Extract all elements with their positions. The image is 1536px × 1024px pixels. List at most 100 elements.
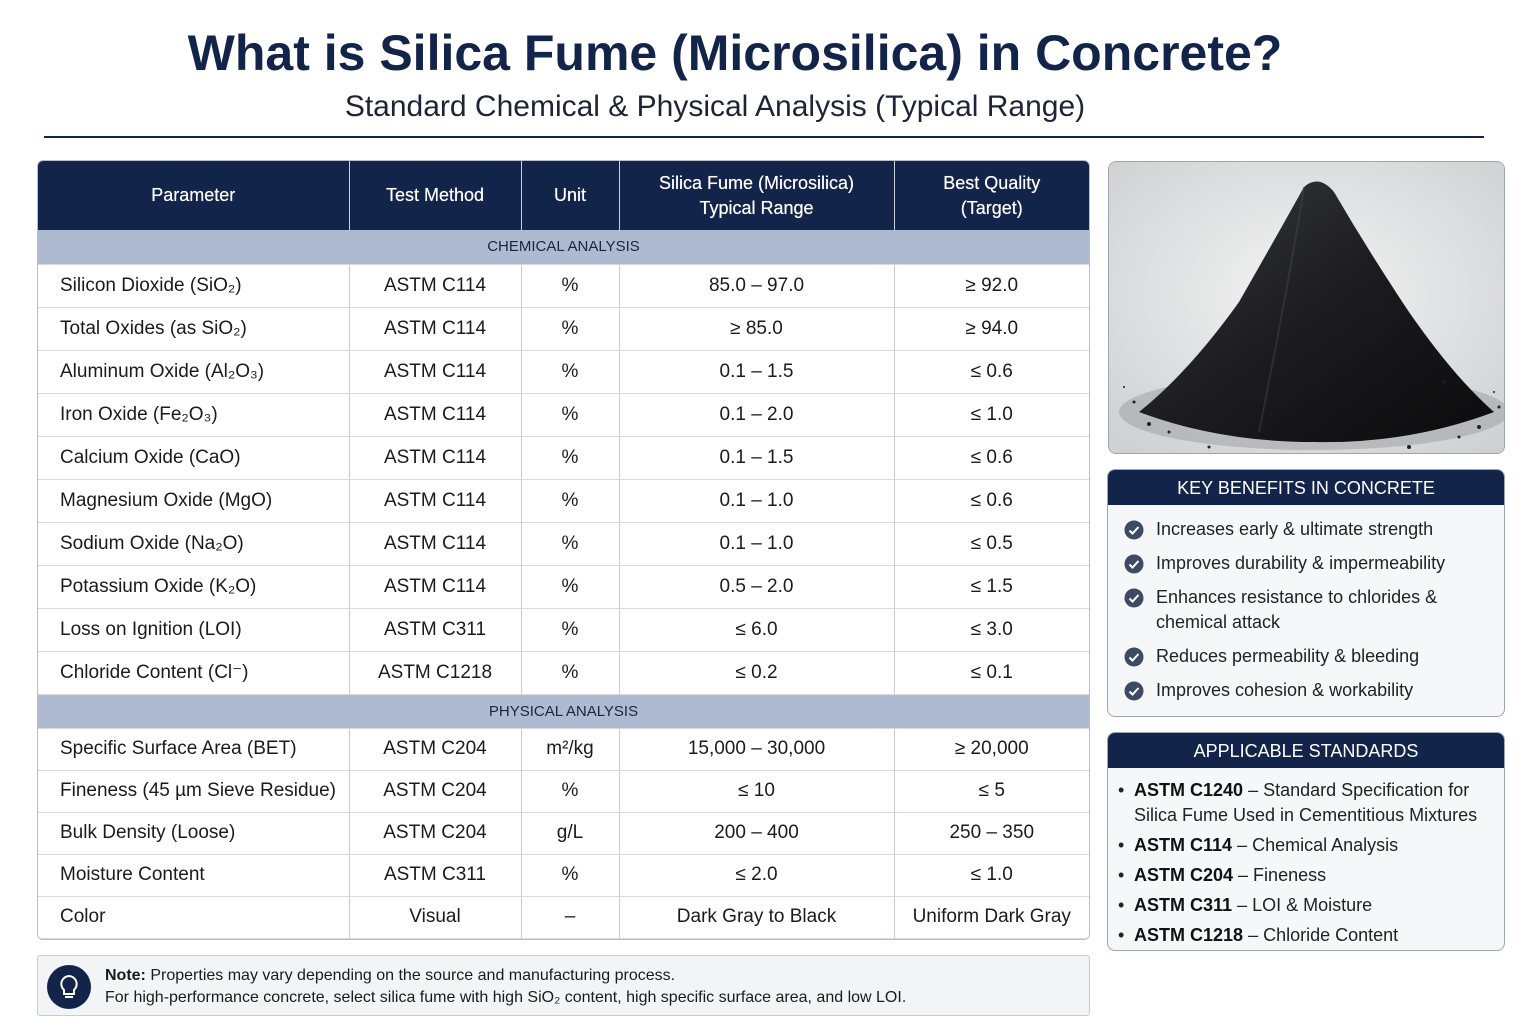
check-icon (1124, 647, 1144, 667)
powder-image (1108, 161, 1505, 454)
analysis-table: Parameter Test Method Unit Silica Fume (Mic… (37, 160, 1090, 940)
data-row: Sodium Oxide (Na₂O) ASTM C114% 0.1 – 1.0 ≤ … (38, 522, 1089, 566)
value-cell: ASTM C311 (349, 854, 522, 897)
parameter-cell: Calcium Oxide (CaO) (38, 436, 350, 480)
benefit-item: Reduces permeability & bleeding (1124, 644, 1494, 669)
value-cell: ≥ 94.0 (894, 307, 1089, 351)
table: Parameter Test Method Unit Silica Fume (Mic… (38, 161, 1089, 939)
data-row: Bulk Density (Loose) ASTM C204 g/L 200 – 40… (38, 812, 1089, 855)
data-row: Specific Surface Area (BET) ASTM C204 m²/k… (38, 728, 1089, 771)
benefit-text: Improves cohesion & workability (1156, 680, 1414, 700)
value-cell: ≤ 5 (894, 770, 1089, 813)
standard-code: ASTM C1218 (1134, 925, 1244, 945)
value-cell: ≥ 85.0 (619, 307, 895, 351)
parameter-cell: Aluminum Oxide (Al₂O₃) (38, 350, 350, 394)
parameter-cell: Total Oxides (as SiO₂) (38, 307, 350, 351)
value-cell: g/L (521, 812, 620, 855)
value-cell: % (521, 264, 620, 308)
data-row: Moisture Content ASTM C311% ≤ 2.0 ≤ 1.0 (38, 854, 1089, 897)
standard-description: – LOI & Moisture (1237, 895, 1373, 915)
value-cell: Uniform Dark Gray (894, 896, 1089, 939)
parameter-cell: Potassium Oxide (K₂O) (38, 565, 350, 609)
value-cell: 0.1 – 1.5 (619, 350, 895, 394)
column-header: Silica Fume (Microsilica) Typical Range (619, 161, 895, 230)
standard-code: ASTM C114 (1134, 835, 1233, 855)
data-row: Total Oxides (as SiO₂) ASTM C114% ≥ 85.0 ≥ … (38, 307, 1089, 351)
value-cell: ASTM C311 (349, 608, 522, 652)
column-header: Test Method (349, 161, 522, 230)
benefit-text: Enhances resistance to chlorides & chemi… (1156, 587, 1438, 632)
value-cell: % (521, 854, 620, 897)
standard-description: – Fineness (1238, 865, 1327, 885)
section-row: CHEMICAL ANALYSIS (38, 230, 1089, 265)
check-icon (1124, 554, 1144, 574)
standard-code: ASTM C311 (1134, 895, 1233, 915)
value-cell: ≤ 6.0 (619, 608, 895, 652)
value-cell: ≤ 0.6 (894, 436, 1089, 480)
note-box: Note: Properties may vary depending on t… (37, 955, 1090, 1016)
value-cell: Dark Gray to Black (619, 896, 895, 939)
value-cell: ASTM C204 (349, 770, 522, 813)
parameter-cell: Specific Surface Area (BET) (38, 728, 350, 771)
value-cell: % (521, 522, 620, 566)
lightbulb-icon (47, 965, 91, 1009)
value-cell: 0.1 – 1.5 (619, 436, 895, 480)
value-cell: 85.0 – 97.0 (619, 264, 895, 308)
value-cell: ASTM C114 (349, 307, 522, 351)
value-cell: ASTM C204 (349, 812, 522, 855)
value-cell: ≤ 1.0 (894, 393, 1089, 437)
check-icon (1124, 588, 1144, 608)
parameter-cell: Iron Oxide (Fe₂O₃) (38, 393, 350, 437)
value-cell: ASTM C114 (349, 350, 522, 394)
value-cell: % (521, 307, 620, 351)
benefit-item: Increases early & ultimate strength (1124, 517, 1494, 542)
powder-illustration (1109, 162, 1504, 453)
data-row: Aluminum Oxide (Al₂O₃) ASTM C114% 0.1 – 1.… (38, 350, 1089, 394)
value-cell: % (521, 436, 620, 480)
standard-item: ASTM C311 – LOI & Moisture (1108, 893, 1494, 918)
value-cell: 0.1 – 1.0 (619, 522, 895, 566)
value-cell: ASTM C114 (349, 393, 522, 437)
value-cell: ≤ 0.5 (894, 522, 1089, 566)
value-cell: – (521, 896, 620, 939)
parameter-cell: Chloride Content (Cl⁻) (38, 651, 350, 695)
parameter-cell: Loss on Ignition (LOI) (38, 608, 350, 652)
value-cell: % (521, 770, 620, 813)
benefit-text: Improves durability & impermeability (1156, 553, 1446, 573)
standard-item: ASTM C1240 – Standard Specification for … (1108, 778, 1494, 828)
value-cell: ≤ 3.0 (894, 608, 1089, 652)
value-cell: ≤ 0.2 (619, 651, 895, 695)
parameter-cell: Bulk Density (Loose) (38, 812, 350, 855)
standards-list: ASTM C1240 – Standard Specification for … (1108, 768, 1504, 948)
column-header: Best Quality (Target) (894, 161, 1089, 230)
value-cell: ASTM C1218 (349, 651, 522, 695)
key-benefits-panel: KEY BENEFITS IN CONCRETE Increases early… (1107, 469, 1505, 717)
parameter-cell: Fineness (45 µm Sieve Residue) (38, 770, 350, 813)
value-cell: ≥ 92.0 (894, 264, 1089, 308)
benefit-text: Reduces permeability & bleeding (1156, 646, 1420, 666)
parameter-cell: Color (38, 896, 350, 939)
data-row: Calcium Oxide (CaO) ASTM C114% 0.1 – 1.5 ≤ … (38, 436, 1089, 480)
value-cell: ASTM C204 (349, 728, 522, 771)
value-cell: Visual (349, 896, 522, 939)
data-row: Iron Oxide (Fe₂O₃) ASTM C114% 0.1 – 2.0 ≤ 1… (38, 393, 1089, 437)
standard-item: ASTM C114 – Chemical Analysis (1108, 833, 1494, 858)
data-row: Fineness (45 µm Sieve Residue) ASTM C204%… (38, 770, 1089, 813)
value-cell: ASTM C114 (349, 522, 522, 566)
value-cell: ≤ 1.0 (894, 854, 1089, 897)
parameter-cell: Moisture Content (38, 854, 350, 897)
section-title: PHYSICAL ANALYSIS (38, 694, 1089, 729)
note-line: For high-performance concrete, select si… (105, 989, 907, 1006)
standard-code: ASTM C1240 (1134, 780, 1244, 800)
value-cell: 0.1 – 1.0 (619, 479, 895, 523)
standards-panel: APPLICABLE STANDARDS ASTM C1240 – Standa… (1107, 732, 1505, 951)
benefit-item: Improves durability & impermeability (1124, 551, 1494, 576)
value-cell: ASTM C114 (349, 436, 522, 480)
benefit-item: Improves cohesion & workability (1124, 678, 1494, 703)
note-text: Note: Properties may vary depending on t… (105, 965, 906, 1009)
data-row: Chloride Content (Cl⁻) ASTM C1218% ≤ 0.2 ≤ … (38, 651, 1089, 695)
value-cell: ASTM C114 (349, 264, 522, 308)
header-row: Parameter Test Method Unit Silica Fume (Mic… (38, 161, 1089, 230)
value-cell: ≤ 10 (619, 770, 895, 813)
